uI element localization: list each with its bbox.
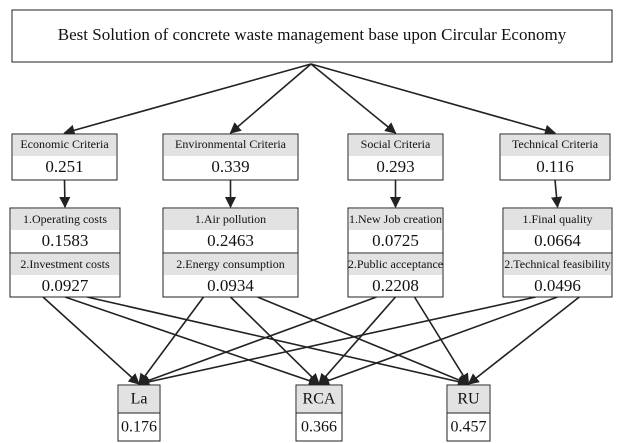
subcriterion-header [11,209,119,230]
subcriterion-header [504,254,611,275]
goal-arrow [63,63,312,136]
subcriterion-header [349,254,442,275]
subcriterion-label: 2.Technical feasibility [504,257,610,271]
subcriterion-header [11,254,119,275]
criterion-label: Environmental Criteria [175,137,287,151]
alternative-header [119,386,159,413]
alternative-label: RCA [303,391,336,408]
alternative-label: La [131,391,148,408]
subcriterion-weight: 0.0664 [534,231,581,250]
alternative-link [42,296,140,385]
alternative-header [297,386,341,413]
criterion-label: Technical Criteria [512,137,599,151]
subcriterion-weight: 0.0725 [372,231,419,250]
alternative-link [413,296,470,385]
criterion-arrow [59,179,71,209]
subcriterion-label: 2.Public acceptance [348,257,443,271]
alternative-value: 0.366 [301,419,337,436]
subcriterion-weight: 0.2208 [372,276,419,295]
criterion-label: Economic Criteria [20,137,109,151]
subcriterion-header [504,209,611,230]
criterion-header [13,135,116,156]
subcriterion-weight: 0.2463 [207,231,254,250]
subcriterion-weight: 0.0934 [207,276,254,295]
alternative-link [318,296,397,385]
criterion-weight: 0.116 [536,157,574,176]
alternative-value: 0.457 [451,419,487,436]
alternative-link [137,296,377,386]
alternative-link [86,296,470,388]
criterion-header [164,135,297,156]
subcriterion-label: 1.Air pollution [195,212,266,226]
goal-arrow [310,63,557,136]
subcriterion-weight: 0.0927 [42,276,89,295]
alternative-link [257,296,470,386]
subcriterion-weight: 0.1583 [42,231,89,250]
criterion-weight: 0.339 [211,157,249,176]
goal-arrow [310,63,397,134]
subcriterion-weight: 0.0496 [534,276,581,295]
alternative-link [467,296,580,385]
subcriterion-label: 1.Final quality [523,212,593,226]
criterion-header [349,135,442,156]
criterion-label: Social Criteria [361,137,431,151]
subcriterion-header [164,209,297,230]
criterion-arrow [550,179,563,209]
criterion-header [501,135,609,156]
alternative-link [137,296,536,388]
criterion-weight: 0.251 [45,157,83,176]
alternative-link [317,296,558,386]
alternative-value: 0.176 [121,419,157,436]
alternative-link [64,296,321,387]
criterion-weight: 0.293 [376,157,414,176]
goal-arrow [229,63,312,134]
alternative-link [229,296,320,385]
alternative-header [448,386,489,413]
subcriterion-label: 2.Investment costs [20,257,110,271]
goal-box [11,9,613,63]
subcriterion-header [164,254,297,275]
alternative-link [138,296,205,385]
subcriterion-label: 1.New Job creation [349,212,442,226]
subcriterion-label: 2.Energy consumption [176,257,284,271]
goal-title: Best Solution of concrete waste manageme… [58,25,567,44]
subcriterion-label: 1.Operating costs [23,212,107,226]
subcriterion-header [349,209,442,230]
alternative-label: RU [457,391,480,408]
